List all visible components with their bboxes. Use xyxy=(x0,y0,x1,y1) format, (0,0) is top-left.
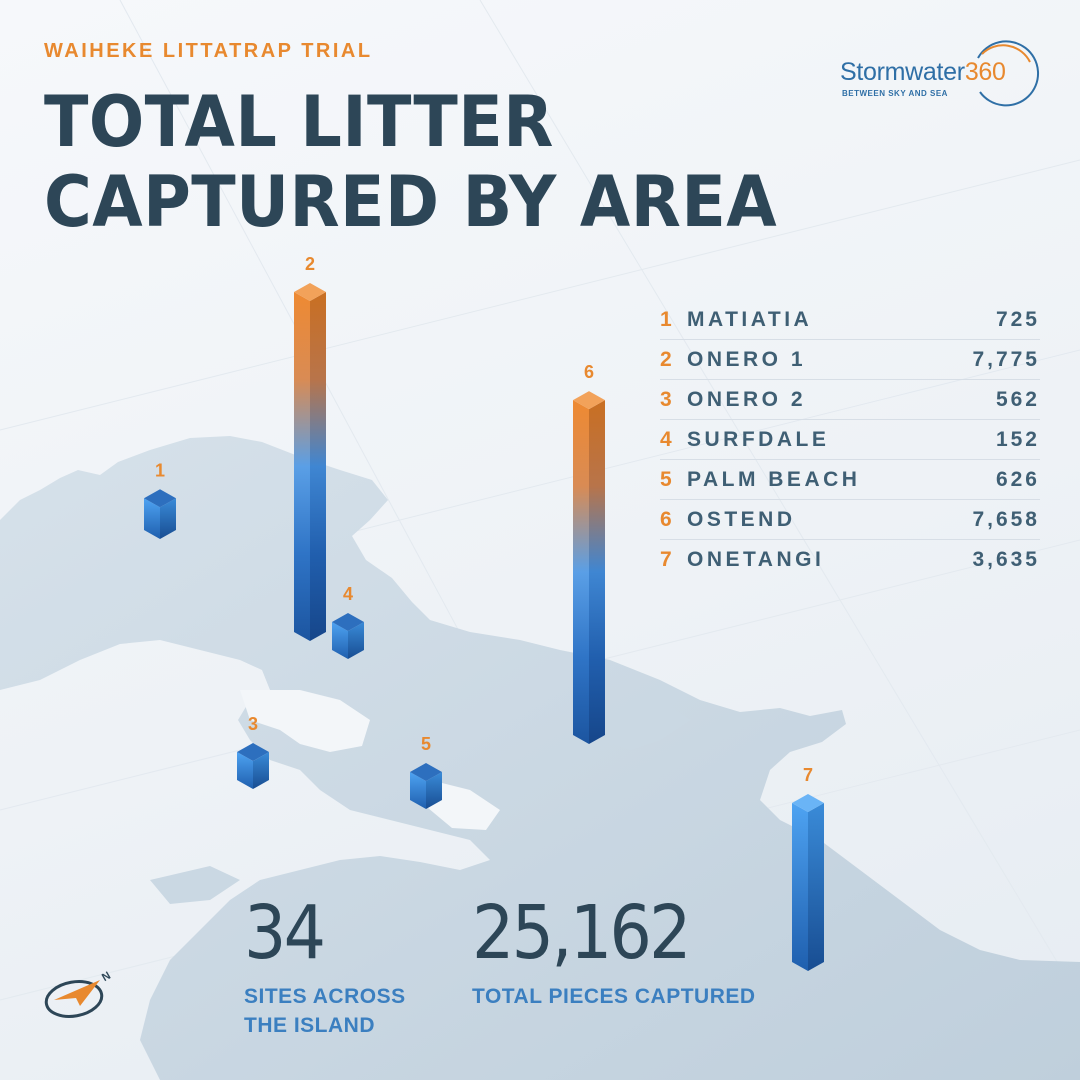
page-title: TOTAL LITTER CAPTURED BY AREA xyxy=(44,82,777,242)
legend-number: 2 xyxy=(660,348,676,371)
legend-area-name: ONETANGI xyxy=(687,548,825,571)
stormwater360-logo: Stormwater360 BETWEEN SKY AND SEA xyxy=(838,40,1044,110)
logo-name: Stormwater xyxy=(840,58,965,86)
legend-count: 626 xyxy=(995,468,1040,491)
area-legend: 1 MATIATIA 725 2 ONERO 1 7,775 3 ONERO 2 562 4 SUR… xyxy=(660,300,1040,580)
bar-number-label: 5 xyxy=(421,734,431,754)
compass-arrow-icon: N xyxy=(44,970,113,1018)
area-bar: 1 xyxy=(144,460,176,539)
sites-label-line-1: SITES ACROSS xyxy=(244,985,406,1008)
logo-number: 360 xyxy=(964,58,1006,86)
legend-area-name: MATIATIA xyxy=(687,308,813,331)
legend-number: 1 xyxy=(660,308,676,331)
legend-row: 4 SURFDALE 152 xyxy=(660,420,1040,460)
legend-count: 152 xyxy=(995,428,1040,451)
bar-number-label: 3 xyxy=(248,714,258,734)
sites-label: SITES ACROSS THE ISLAND xyxy=(244,982,406,1040)
title-line-2: CAPTURED BY AREA xyxy=(44,161,778,243)
legend-row: 6 OSTEND 7,658 xyxy=(660,500,1040,540)
legend-area-name: ONERO 2 xyxy=(687,388,807,411)
area-bar: 2 xyxy=(294,254,326,641)
pieces-count: 25,162 xyxy=(472,890,692,976)
legend-count: 7,658 xyxy=(972,508,1040,531)
logo-wordmark: Stormwater360 xyxy=(840,58,1006,87)
logo-tagline: BETWEEN SKY AND SEA xyxy=(842,89,948,98)
legend-area-name: ONERO 1 xyxy=(687,348,807,371)
bar-number-label: 1 xyxy=(155,460,165,480)
legend-number: 4 xyxy=(660,428,676,451)
area-bar: 7 xyxy=(792,765,824,971)
legend-row: 2 ONERO 1 7,775 xyxy=(660,340,1040,380)
area-bar: 3 xyxy=(237,714,269,789)
bar-number-label: 7 xyxy=(803,765,813,785)
legend-row: 1 MATIATIA 725 xyxy=(660,300,1040,340)
legend-row: 7 ONETANGI 3,635 xyxy=(660,540,1040,580)
bar-number-label: 2 xyxy=(305,254,315,274)
logo-ring-icon xyxy=(977,40,1039,107)
legend-count: 7,775 xyxy=(972,348,1040,371)
pieces-stat: 25,162 TOTAL PIECES CAPTURED xyxy=(472,896,756,1011)
pieces-label: TOTAL PIECES CAPTURED xyxy=(472,985,756,1008)
title-line-1: TOTAL LITTER xyxy=(44,81,554,163)
bar-number-label: 6 xyxy=(584,362,594,382)
compass-north-letter: N xyxy=(100,970,113,984)
legend-area-name: PALM BEACH xyxy=(687,468,861,491)
legend-number: 3 xyxy=(660,388,676,411)
legend-area-name: SURFDALE xyxy=(687,428,830,451)
legend-count: 3,635 xyxy=(972,548,1040,571)
legend-count: 562 xyxy=(995,388,1040,411)
sites-label-line-2: THE ISLAND xyxy=(244,1014,375,1037)
legend-row: 5 PALM BEACH 626 xyxy=(660,460,1040,500)
area-bar: 4 xyxy=(332,584,364,659)
legend-row: 3 ONERO 2 562 xyxy=(660,380,1040,420)
area-bar: 5 xyxy=(410,734,442,809)
legend-number: 6 xyxy=(660,508,676,531)
area-bar: 6 xyxy=(573,362,605,744)
sites-stat: 34 SITES ACROSS THE ISLAND xyxy=(244,896,406,1040)
legend-count: 725 xyxy=(995,308,1040,331)
legend-number: 5 xyxy=(660,468,676,491)
sites-count: 34 xyxy=(244,890,326,976)
legend-area-name: OSTEND xyxy=(687,508,796,531)
trial-subtitle: WAIHEKE LITTATRAP TRIAL xyxy=(44,40,373,62)
bar-number-label: 4 xyxy=(343,584,353,604)
legend-number: 7 xyxy=(660,548,676,571)
